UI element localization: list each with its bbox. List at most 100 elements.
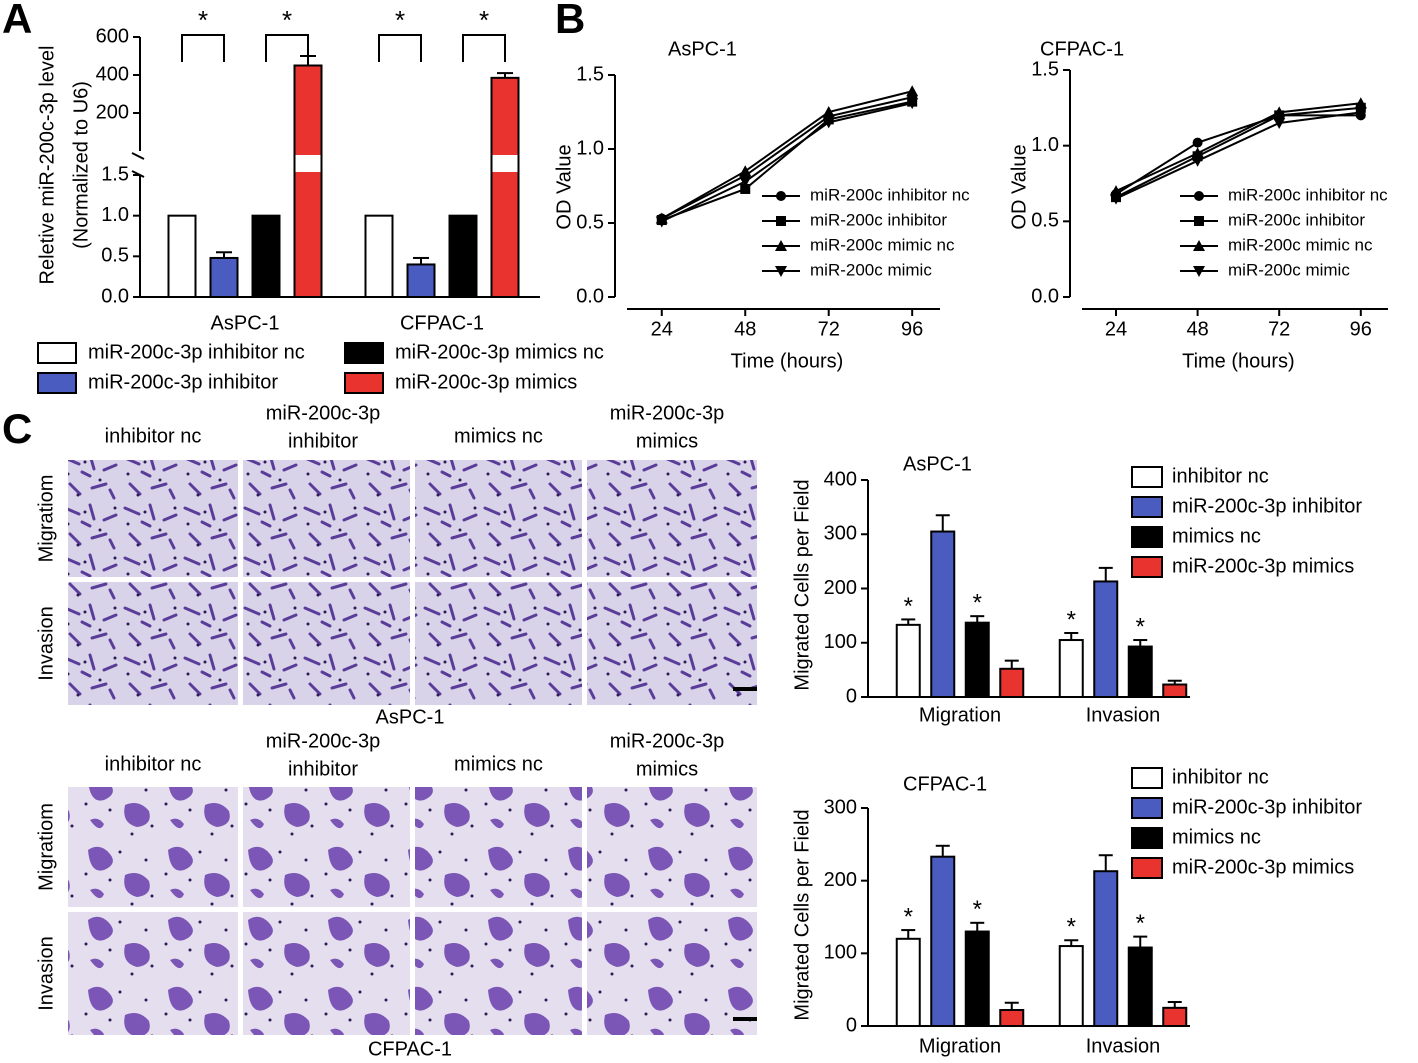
- annotation: *: [973, 896, 982, 923]
- column-label: inhibitor nc: [105, 425, 202, 447]
- y-tick-label: 0.0: [576, 285, 604, 307]
- column-label: miR-200c-3p: [266, 402, 380, 424]
- scale-bar: [733, 687, 757, 691]
- y-axis-label: (Normalized to U6): [70, 81, 92, 249]
- bar: [448, 214, 478, 299]
- y-axis-label: Migrated Cells per Field: [791, 809, 813, 1020]
- marker: [740, 183, 751, 194]
- micrograph: [243, 912, 410, 1035]
- micrograph: [68, 582, 238, 705]
- line: [661, 100, 913, 221]
- bar-break: [295, 155, 321, 172]
- bar: [999, 667, 1025, 698]
- y-tick-label: 1.5: [1031, 58, 1059, 80]
- bar: [930, 855, 956, 1027]
- bar: [293, 64, 323, 298]
- bar: [167, 214, 197, 299]
- micrograph: [68, 787, 238, 907]
- y-tick-label: 400: [96, 63, 129, 85]
- legend-label: miR-200c-3p inhibitor: [88, 371, 278, 393]
- legend-label: miR-200c inhibitor nc: [1228, 185, 1388, 204]
- column-label: miR-200c-3p: [610, 402, 724, 424]
- micrograph: [243, 787, 410, 907]
- micrograph: [587, 787, 757, 907]
- legend-label: miR-200c-3p mimics: [395, 371, 577, 393]
- annotation: *: [1136, 910, 1145, 937]
- x-tick-label: 96: [901, 318, 923, 340]
- chart-title: AsPC-1: [903, 453, 972, 475]
- legend-label: miR-200c inhibitor: [1228, 210, 1365, 229]
- bar: [1058, 945, 1084, 1027]
- marker: [739, 165, 752, 177]
- line: [1115, 106, 1361, 199]
- row-label: Migratiom: [35, 803, 57, 891]
- y-tick-label: 200: [96, 101, 129, 123]
- legend-marker: [1193, 240, 1205, 251]
- marker: [655, 216, 668, 228]
- legend-swatch: [37, 372, 77, 394]
- axis-break: [131, 152, 145, 160]
- line: [661, 96, 913, 220]
- x-tick-label: 72: [1268, 318, 1290, 340]
- marker: [1273, 106, 1286, 118]
- bar: [1093, 870, 1119, 1027]
- bar: [1127, 645, 1153, 698]
- y-tick-label: 400: [824, 468, 857, 490]
- marker: [1354, 97, 1367, 109]
- y-tick-label: 0.5: [1031, 210, 1059, 232]
- line: [661, 102, 913, 223]
- panel-label: C: [2, 405, 32, 452]
- bar: [1162, 683, 1188, 699]
- legend-label: inhibitor nc: [1172, 766, 1269, 788]
- marker: [822, 106, 835, 117]
- column-label: mimics: [636, 758, 698, 780]
- marker: [739, 176, 752, 188]
- y-tick-label: 0.0: [1031, 285, 1059, 307]
- legend-label: miR-200c mimic nc: [810, 235, 955, 254]
- micrograph: [587, 912, 757, 1035]
- legend-swatch: [1131, 526, 1163, 548]
- marker: [1354, 107, 1367, 119]
- column-label: mimics nc: [454, 753, 543, 775]
- x-tick-label: Migration: [919, 704, 1001, 726]
- chart-title: CFPAC-1: [903, 773, 987, 795]
- row-label: Migratiom: [35, 475, 57, 563]
- column-label: mimics nc: [454, 425, 543, 447]
- legend-marker: [775, 240, 787, 251]
- legend-marker: [1193, 266, 1205, 277]
- bar: [251, 214, 281, 299]
- significance-bracket: [378, 34, 422, 62]
- legend-label: miR-200c inhibitor nc: [810, 185, 970, 204]
- marker: [906, 85, 919, 97]
- column-label: mimics: [636, 430, 698, 452]
- bar: [1162, 1006, 1188, 1027]
- y-tick-label: 600: [96, 25, 129, 47]
- scale-bar: [733, 1017, 757, 1021]
- y-tick-label: 1.5: [101, 163, 129, 185]
- legend-label: miR-200c-3p inhibitor: [1172, 495, 1362, 517]
- panel-label: B: [555, 0, 585, 42]
- chart-title: CFPAC-1: [1040, 38, 1124, 60]
- row-label: Invasion: [35, 606, 57, 681]
- y-tick-label: 100: [824, 942, 857, 964]
- legend-label: miR-200c inhibitor: [810, 210, 947, 229]
- bar: [895, 623, 921, 698]
- bar: [999, 1009, 1025, 1027]
- marker: [1192, 137, 1203, 148]
- column-label: miR-200c-3p: [266, 730, 380, 752]
- legend-swatch: [1131, 767, 1163, 789]
- legend-swatch: [1131, 556, 1163, 578]
- y-axis-label: OD Value: [553, 144, 575, 229]
- legend-swatch: [1131, 496, 1163, 518]
- line: [661, 90, 913, 220]
- marker: [906, 98, 919, 110]
- y-tick-label: 0: [846, 685, 857, 707]
- x-tick-label: Invasion: [1086, 704, 1161, 726]
- y-tick-label: 1.0: [576, 137, 604, 159]
- bar: [490, 76, 520, 298]
- legend-swatch: [1131, 857, 1163, 879]
- micrograph: [587, 582, 757, 705]
- bar: [930, 530, 956, 698]
- x-axis-label: Time (hours): [1182, 350, 1295, 372]
